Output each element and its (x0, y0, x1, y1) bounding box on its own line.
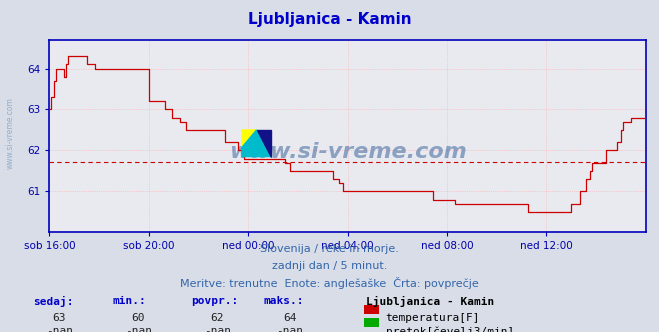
Polygon shape (242, 130, 271, 157)
Text: zadnji dan / 5 minut.: zadnji dan / 5 minut. (272, 261, 387, 271)
Text: Ljubljanica - Kamin: Ljubljanica - Kamin (366, 296, 494, 307)
Text: 64: 64 (283, 313, 297, 323)
Text: sedaj:: sedaj: (33, 296, 73, 307)
Text: Ljubljanica - Kamin: Ljubljanica - Kamin (248, 12, 411, 27)
Text: -nan: -nan (277, 326, 303, 332)
Text: 60: 60 (132, 313, 145, 323)
Text: 62: 62 (211, 313, 224, 323)
Text: temperatura[F]: temperatura[F] (386, 313, 480, 323)
Text: -nan: -nan (125, 326, 152, 332)
Text: -nan: -nan (46, 326, 72, 332)
Text: www.si-vreme.com: www.si-vreme.com (229, 141, 467, 162)
Text: -nan: -nan (204, 326, 231, 332)
Text: Meritve: trenutne  Enote: anglešaške  Črta: povprečje: Meritve: trenutne Enote: anglešaške Črta… (180, 277, 479, 289)
Polygon shape (242, 130, 256, 147)
Text: min.:: min.: (112, 296, 146, 306)
Text: 63: 63 (53, 313, 66, 323)
Text: maks.:: maks.: (264, 296, 304, 306)
Text: pretok[čevelj3/min]: pretok[čevelj3/min] (386, 326, 514, 332)
Text: povpr.:: povpr.: (191, 296, 239, 306)
Text: www.si-vreme.com: www.si-vreme.com (5, 97, 14, 169)
Text: Slovenija / reke in morje.: Slovenija / reke in morje. (260, 244, 399, 254)
Polygon shape (256, 130, 271, 157)
